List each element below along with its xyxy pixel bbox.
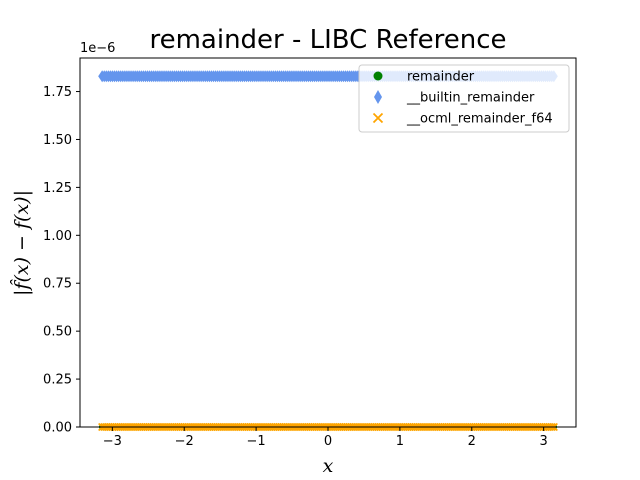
y-tick-label: 0.00 [43,421,72,436]
legend-label: __builtin_remainder [406,91,535,106]
y-tick-label: 0.25 [43,373,72,388]
x-tick-label: 1 [396,434,404,449]
legend-item: __builtin_remainder [374,90,535,106]
x-tick-label: −3 [103,434,122,449]
y-tick-label: 0.75 [43,277,72,292]
x-tick-label: −1 [247,434,266,449]
legend-item: remainder [373,70,475,85]
legend-marker-x [372,112,384,124]
x-axis: −3 −2 −1 0 1 2 3 [103,427,548,449]
y-tick-label: 0.50 [43,325,72,340]
y-tick-label: 1.50 [43,133,72,148]
legend-item: __ocml_remainder_f64 [372,112,553,127]
legend-box [358,64,570,133]
x-axis-label: x [323,455,334,477]
y-axis: 0.00 0.25 0.50 0.75 1.00 1.25 1.50 1.75 [43,85,80,436]
legend-label: __ocml_remainder_f64 [406,112,553,127]
y-axis-label: |f̂(x) − f(x)| [10,190,33,296]
legend-marker-diamond [374,90,382,104]
legend: remainder __builtin_remainder __ocml_remai… [358,64,570,133]
legend-label: remainder [407,70,475,85]
y-tick-label: 1.00 [43,229,72,244]
y-offset-label: 1e−6 [80,41,115,56]
legend-marker-circle [373,71,383,81]
x-tick-label: 3 [540,434,548,449]
y-tick-label: 1.25 [43,181,72,196]
y-tick-label: 1.75 [43,85,72,100]
x-tick-label: −2 [175,434,194,449]
chart-title: remainder - LIBC Reference [149,25,506,55]
x-tick-label: 2 [468,434,476,449]
x-tick-label: 0 [324,434,332,449]
